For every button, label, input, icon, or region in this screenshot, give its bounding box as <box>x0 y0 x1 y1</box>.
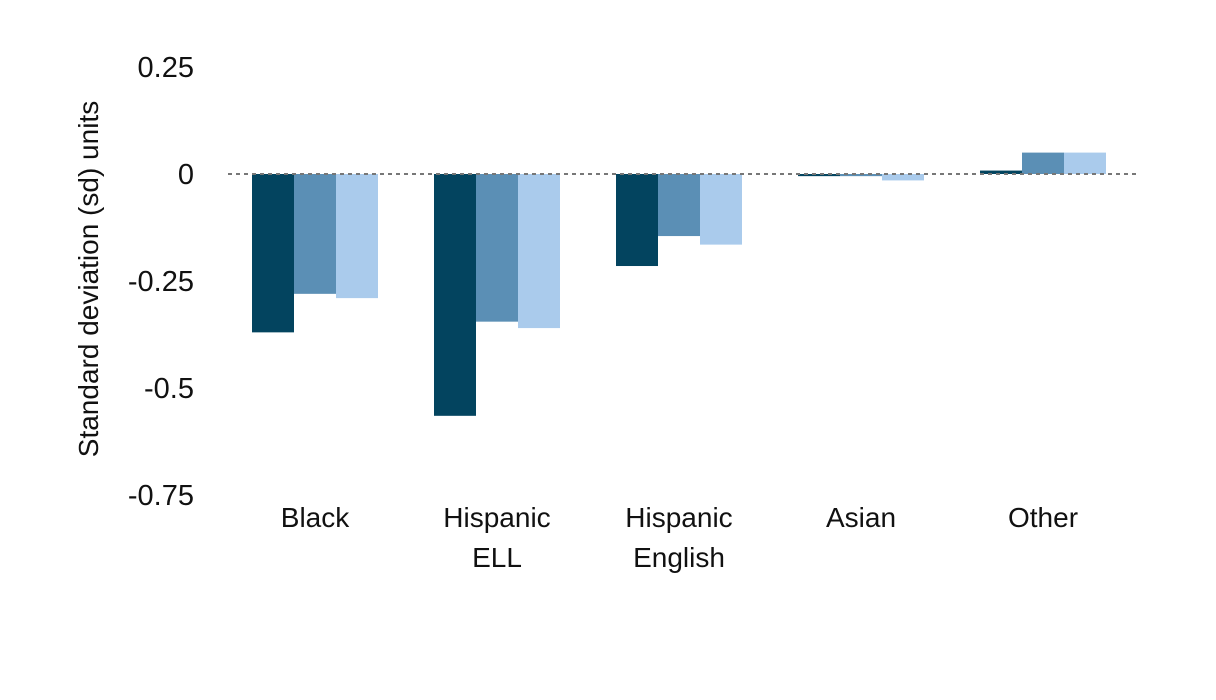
bar <box>336 174 378 299</box>
bar <box>798 174 840 177</box>
bar <box>476 174 518 322</box>
category-label: Asian <box>826 502 896 533</box>
bar <box>700 174 742 245</box>
y-tick-label: 0.25 <box>138 52 194 84</box>
y-tick-label: 0 <box>178 159 194 191</box>
bar <box>518 174 560 329</box>
y-tick-label: -0.5 <box>144 373 194 405</box>
bar <box>616 174 658 267</box>
bar <box>882 174 924 181</box>
category-label-line: Black <box>281 502 350 533</box>
y-axis-title: Standard deviation (sd) units <box>73 101 104 457</box>
bar <box>840 174 882 177</box>
bar <box>1022 152 1064 174</box>
y-tick-label: -0.25 <box>128 266 194 298</box>
y-axis-title-group: Standard deviation (sd) units <box>73 101 104 457</box>
category-label-line: Other <box>1008 502 1078 533</box>
category-label: Hispanic ELL <box>443 502 550 573</box>
bar <box>658 174 700 237</box>
category-labels: Black Hispanic ELL Hispanic English Asian Othe… <box>281 502 1078 573</box>
category-label: Black <box>281 502 350 533</box>
bar <box>252 174 294 333</box>
bar <box>294 174 336 294</box>
category-label-line: ELL <box>472 542 522 573</box>
bars-layer <box>252 152 1106 416</box>
category-label-line: Hispanic <box>443 502 550 533</box>
bar <box>980 170 1022 174</box>
category-label: Other <box>1008 502 1078 533</box>
bar <box>1064 152 1106 174</box>
category-label-line: Asian <box>826 502 896 533</box>
category-label-line: Hispanic <box>625 502 732 533</box>
y-axis-ticks: 0.25 0 -0.25 -0.5 -0.75 <box>128 52 194 512</box>
y-tick-label: -0.75 <box>128 480 194 512</box>
bar <box>434 174 476 416</box>
category-label: Hispanic English <box>625 502 732 573</box>
category-label-line: English <box>633 542 725 573</box>
